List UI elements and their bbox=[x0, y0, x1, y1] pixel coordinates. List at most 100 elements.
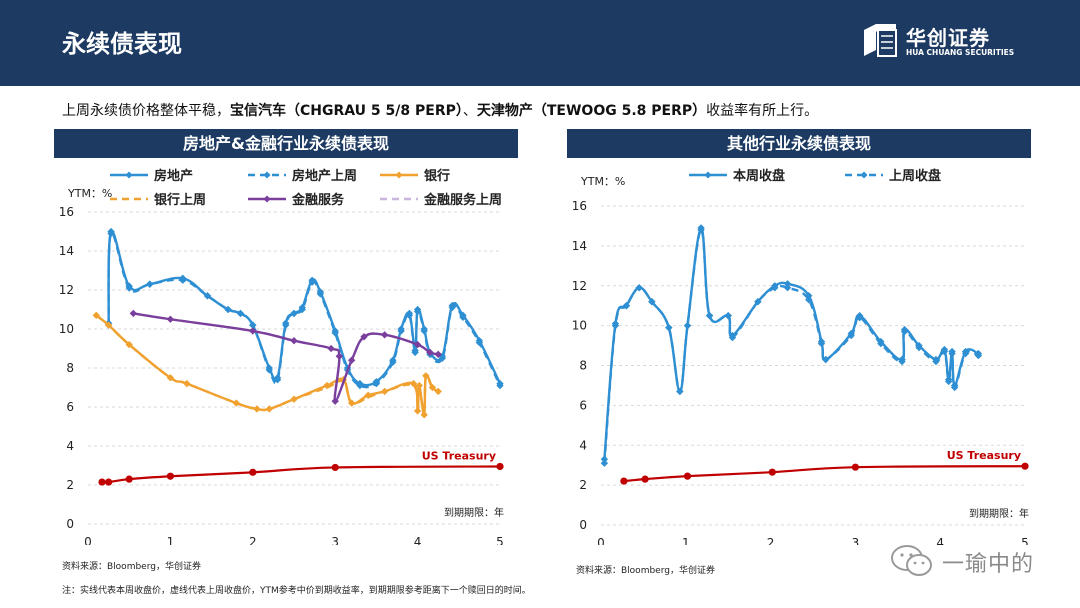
data-point bbox=[448, 303, 456, 312]
data-point bbox=[496, 462, 504, 471]
x-axis-label: 到期期限：年 bbox=[444, 506, 504, 519]
x-tick-label: 2 bbox=[767, 536, 775, 545]
y-axis-label: YTM：% bbox=[580, 175, 625, 188]
company-logo: 华创证券 HUA CHUANG SECURITIES bbox=[862, 22, 1022, 62]
data-point bbox=[641, 475, 649, 483]
data-point bbox=[356, 381, 364, 390]
data-point bbox=[724, 311, 732, 320]
legend-label: 上周收盘 bbox=[889, 168, 941, 184]
page-title: 永续债表现 bbox=[62, 30, 182, 58]
x-tick-label: 0 bbox=[84, 535, 92, 545]
x-tick-label: 4 bbox=[936, 536, 944, 545]
y-tick-label: 10 bbox=[572, 319, 587, 333]
legend-label: 房地产 bbox=[154, 168, 193, 184]
series-line bbox=[623, 465, 1026, 483]
data-point bbox=[253, 405, 261, 413]
y-axis-label: YTM：% bbox=[67, 187, 112, 200]
data-point bbox=[316, 290, 325, 298]
x-tick-label: 1 bbox=[167, 535, 175, 545]
data-point bbox=[290, 309, 298, 318]
data-point bbox=[676, 387, 684, 396]
y-tick-label: 14 bbox=[59, 244, 74, 258]
y-tick-label: 4 bbox=[579, 438, 587, 452]
data-point bbox=[459, 313, 467, 321]
data-point bbox=[331, 463, 339, 472]
data-point bbox=[249, 321, 257, 329]
data-point bbox=[411, 348, 419, 357]
y-tick-label: 14 bbox=[572, 239, 587, 253]
logo-cube-icon bbox=[864, 24, 897, 57]
data-point bbox=[635, 284, 643, 292]
source-note-left: 资料来源：Bloomberg，华创证券 bbox=[62, 562, 201, 572]
header-bar: 永续债表现 华创证券 HUA CHUANG SECURITIES bbox=[0, 0, 1080, 86]
y-tick-label: 12 bbox=[572, 279, 587, 293]
y-tick-label: 6 bbox=[579, 398, 587, 412]
data-point bbox=[768, 468, 776, 476]
legend-label: 金融服务上周 bbox=[423, 192, 502, 208]
data-point bbox=[179, 276, 187, 284]
y-tick-label: 16 bbox=[572, 199, 587, 213]
legend-marker bbox=[263, 195, 271, 203]
data-point bbox=[915, 343, 923, 352]
x-tick-label: 4 bbox=[414, 535, 422, 545]
data-point bbox=[948, 349, 956, 358]
summary-part: 天津物产（TEWOOG 5.8 PERP） bbox=[476, 103, 707, 119]
data-point bbox=[372, 379, 381, 388]
summary-part: 宝信汽车（CHGRAU 5 5/8 PERP） bbox=[230, 103, 463, 119]
data-point bbox=[822, 355, 830, 364]
data-point bbox=[105, 478, 113, 486]
data-point bbox=[496, 381, 504, 390]
data-point bbox=[360, 333, 368, 341]
data-point bbox=[855, 313, 864, 322]
y-tick-label: 2 bbox=[579, 478, 587, 492]
data-point bbox=[331, 397, 339, 405]
data-point bbox=[129, 309, 137, 318]
series-line bbox=[603, 226, 979, 460]
data-point bbox=[389, 358, 397, 366]
legend-label: 银行 bbox=[424, 168, 450, 184]
legend-marker bbox=[395, 171, 403, 179]
data-point bbox=[331, 329, 339, 337]
x-tick-label: 3 bbox=[852, 536, 860, 545]
logo-chinese-name: 华创证券 bbox=[906, 26, 990, 50]
data-point bbox=[1021, 462, 1029, 470]
y-tick-label: 0 bbox=[579, 518, 587, 532]
data-point bbox=[166, 315, 175, 323]
data-point bbox=[380, 331, 389, 339]
legend-label: 本周收盘 bbox=[733, 168, 785, 184]
data-point bbox=[282, 321, 290, 329]
data-point bbox=[683, 321, 692, 330]
data-point bbox=[600, 459, 609, 467]
data-point bbox=[877, 339, 885, 348]
data-point bbox=[203, 292, 212, 300]
y-tick-label: 8 bbox=[579, 359, 587, 373]
data-point bbox=[665, 323, 673, 332]
data-point bbox=[290, 337, 298, 345]
summary-part: 、 bbox=[462, 103, 477, 119]
y-tick-label: 6 bbox=[66, 400, 74, 414]
x-tick-label: 3 bbox=[331, 535, 339, 545]
data-point bbox=[434, 350, 442, 359]
data-point bbox=[438, 354, 446, 362]
data-point bbox=[409, 379, 418, 388]
legend-marker bbox=[860, 171, 868, 179]
data-point bbox=[224, 305, 232, 314]
treasury-label: US Treasury bbox=[422, 449, 496, 462]
watermark-text: 一瑜中的 bbox=[942, 552, 1035, 577]
chart-right-title: 其他行业永续债表现 bbox=[567, 129, 1031, 158]
data-point bbox=[847, 331, 855, 340]
series-line bbox=[603, 228, 979, 464]
summary-part: 收益率有所上行。 bbox=[706, 103, 819, 119]
y-tick-label: 10 bbox=[59, 322, 74, 336]
x-tick-label: 0 bbox=[597, 536, 605, 545]
treasury-label: US Treasury bbox=[947, 449, 1021, 462]
y-tick-label: 2 bbox=[66, 478, 74, 492]
legend-label: 房地产上周 bbox=[292, 168, 357, 184]
logo-english-name: HUA CHUANG SECURITIES bbox=[906, 48, 1015, 57]
data-point bbox=[475, 338, 484, 347]
wechat-watermark: 一瑜中的 bbox=[890, 542, 1060, 582]
data-point bbox=[335, 352, 343, 360]
summary-text: 上周永续债价格整体平稳，宝信汽车（CHGRAU 5 5/8 PERP）、天津物产… bbox=[62, 100, 818, 120]
x-axis-label: 到期期限：年 bbox=[969, 507, 1029, 520]
y-tick-label: 0 bbox=[66, 517, 74, 531]
